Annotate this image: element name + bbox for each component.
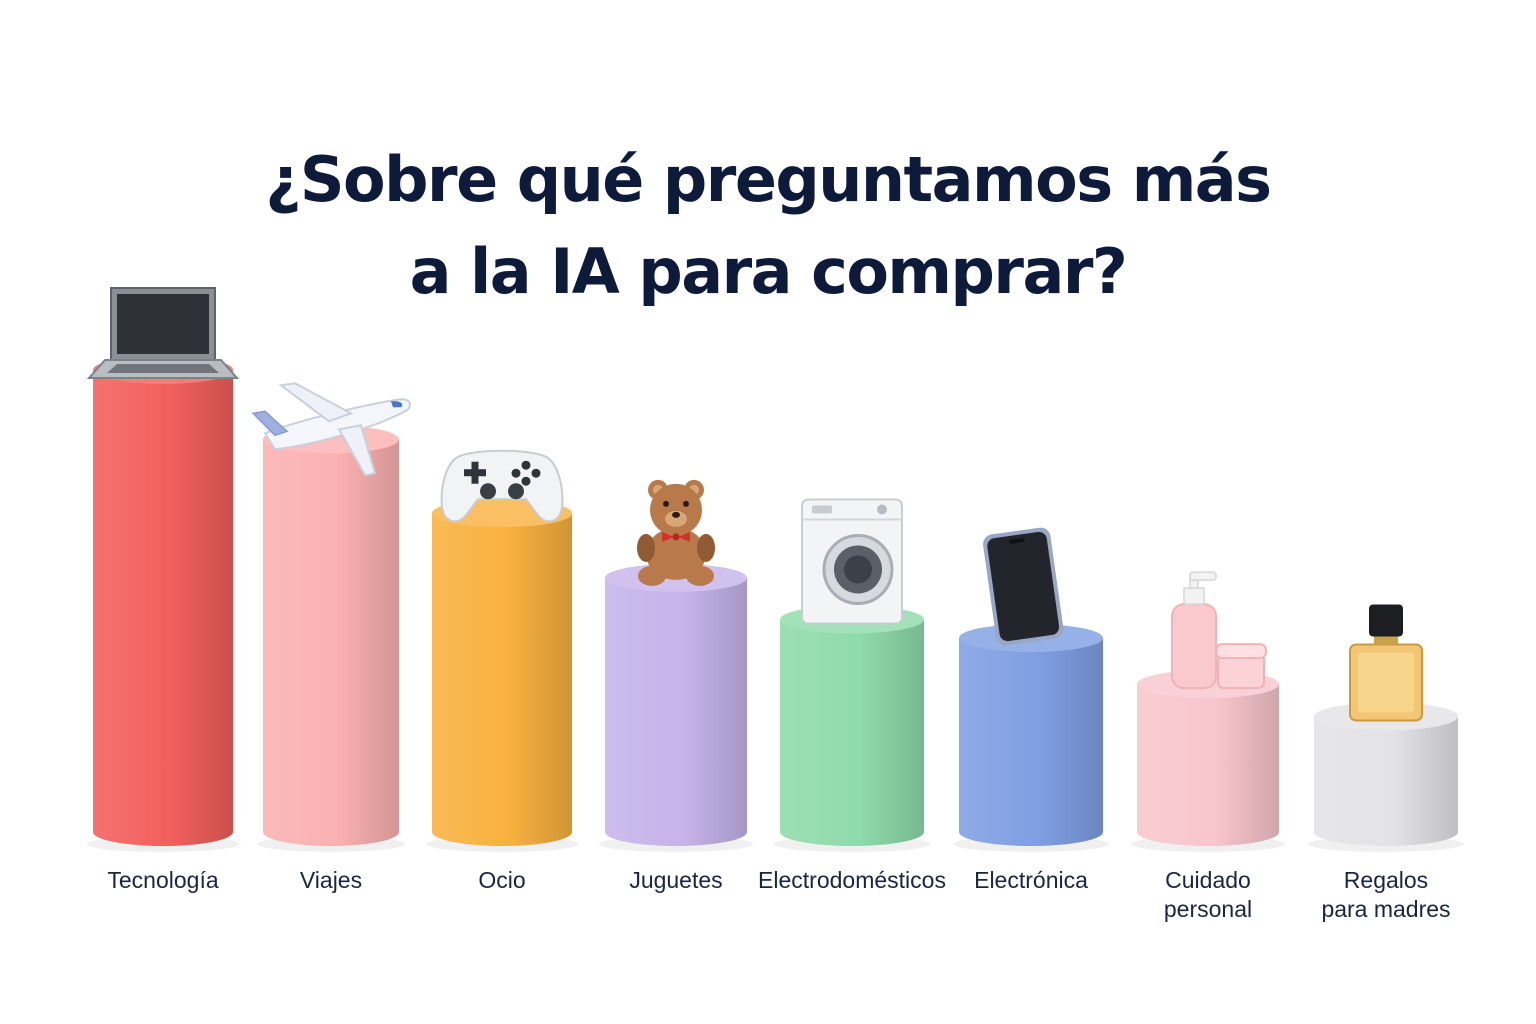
category-label: Juguetes: [629, 867, 722, 893]
category-label: Regalos para madres: [1321, 867, 1450, 922]
airplane-icon: [251, 382, 411, 477]
washing-machine-icon: [801, 498, 903, 625]
category-label: Electrodomésticos: [758, 867, 946, 893]
category-label: Ocio: [478, 867, 525, 893]
bar-washing-machine: [774, 498, 930, 852]
smartphone-icon: [983, 527, 1064, 646]
bar-airplane: [251, 382, 411, 852]
gamepad-icon: [440, 449, 564, 523]
category-label: Electrónica: [974, 867, 1088, 893]
bar-cosmetics: [1131, 571, 1285, 852]
chart-title-line-2: a la IA para comprar?: [409, 234, 1128, 308]
cosmetics-icon: [1171, 571, 1267, 690]
perfume-icon: [1349, 604, 1423, 722]
laptop-icon: [86, 287, 240, 379]
chart-title: ¿Sobre qué preguntamos más a la IA para …: [0, 134, 1536, 318]
chart-title-line-1: ¿Sobre qué preguntamos más: [265, 142, 1272, 216]
category-label: Viajes: [300, 867, 362, 893]
bar-gamepad: [426, 449, 578, 852]
category-label: Cuidado personal: [1164, 867, 1252, 922]
bar-laptop: [86, 287, 240, 852]
category-label: Tecnología: [107, 867, 218, 893]
teddy-bear-icon: [637, 479, 715, 586]
bar-smartphone: [953, 527, 1109, 852]
bar-teddy-bear: [599, 479, 753, 852]
bar-perfume: [1308, 604, 1464, 852]
